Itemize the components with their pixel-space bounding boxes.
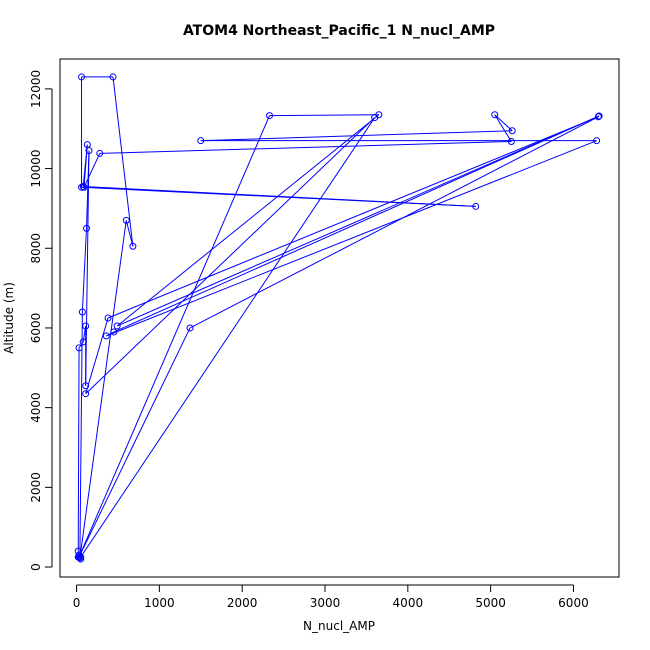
series-segment: [83, 153, 101, 188]
series-segment: [85, 117, 376, 395]
data-point: [109, 73, 117, 81]
series-segment: [189, 116, 599, 329]
series-segment: [269, 114, 379, 117]
series-segment: [99, 140, 512, 154]
series-segment: [85, 150, 90, 386]
series-segment: [78, 327, 191, 558]
data-point: [82, 382, 90, 390]
x-tick-label: 0: [73, 596, 81, 610]
series-segment: [106, 331, 115, 337]
series-segment: [106, 140, 597, 337]
y-tick-label: 2000: [29, 472, 43, 503]
series-segment: [86, 150, 90, 229]
x-tick-label: 3000: [310, 596, 341, 610]
data-point: [266, 112, 274, 120]
data-point: [78, 73, 86, 81]
data-point: [80, 183, 88, 191]
y-tick-label: 6000: [29, 313, 43, 344]
data-point: [472, 202, 480, 210]
x-tick-label: 1000: [144, 596, 175, 610]
data-point: [508, 127, 516, 135]
data-point: [491, 111, 499, 119]
data-point: [77, 553, 85, 561]
plot-frame: [59, 58, 620, 578]
series-segment: [81, 228, 88, 313]
series-segment: [80, 117, 376, 558]
data-point: [507, 137, 515, 145]
x-tick-label: 4000: [393, 596, 424, 610]
series-segment: [79, 220, 127, 558]
series-segment: [85, 317, 109, 394]
data-series: [74, 73, 603, 563]
data-point: [113, 322, 121, 330]
y-tick-label: 10000: [29, 149, 43, 187]
data-point: [75, 344, 83, 352]
data-point: [96, 149, 104, 157]
series-segment: [113, 115, 600, 333]
series-segment: [494, 114, 512, 142]
y-tick-label: 12000: [29, 70, 43, 108]
series-segment: [107, 116, 599, 319]
series-segment: [77, 347, 80, 552]
series-segment: [79, 312, 83, 558]
series-segment: [494, 114, 513, 132]
y-tick-label: 8000: [29, 233, 43, 264]
data-point: [76, 554, 84, 562]
data-point: [82, 322, 90, 330]
x-tick-label: 6000: [558, 596, 589, 610]
series-segment: [116, 114, 380, 327]
data-point: [593, 137, 601, 145]
data-point: [186, 324, 194, 332]
data-point: [371, 114, 379, 122]
y-axis: 0 2000 4000 6000 8000 10000 12000: [29, 70, 53, 571]
data-point: [104, 314, 112, 322]
y-tick-label: 0: [29, 563, 43, 571]
series-segment: [78, 115, 270, 558]
data-point: [79, 183, 87, 191]
x-tick-label: 2000: [227, 596, 258, 610]
x-tick-label: 5000: [475, 596, 506, 610]
data-point: [75, 551, 83, 559]
y-tick-label: 4000: [29, 392, 43, 423]
chart-title: ATOM4 Northeast_Pacific_1 N_nucl_AMP: [183, 23, 495, 39]
data-point: [110, 328, 118, 336]
x-axis: 0 1000 2000 3000 4000 5000 6000: [73, 584, 589, 610]
data-point: [102, 332, 110, 340]
series-segment: [200, 130, 513, 142]
data-point: [83, 141, 91, 149]
series-segment: [112, 76, 134, 247]
data-point: [83, 224, 91, 232]
series-segment: [125, 220, 134, 247]
data-point: [129, 242, 137, 250]
data-point: [594, 113, 602, 121]
data-point: [122, 216, 130, 224]
data-point: [595, 112, 603, 120]
x-axis-label: N_nucl_AMP: [303, 619, 375, 633]
series-segment: [83, 144, 88, 188]
data-point: [79, 338, 87, 346]
data-point: [197, 137, 205, 145]
data-point: [78, 308, 86, 316]
data-point: [82, 390, 90, 398]
series-segment: [83, 186, 476, 207]
series-segment: [116, 115, 600, 327]
y-axis-label: Altitude (m): [2, 282, 16, 354]
